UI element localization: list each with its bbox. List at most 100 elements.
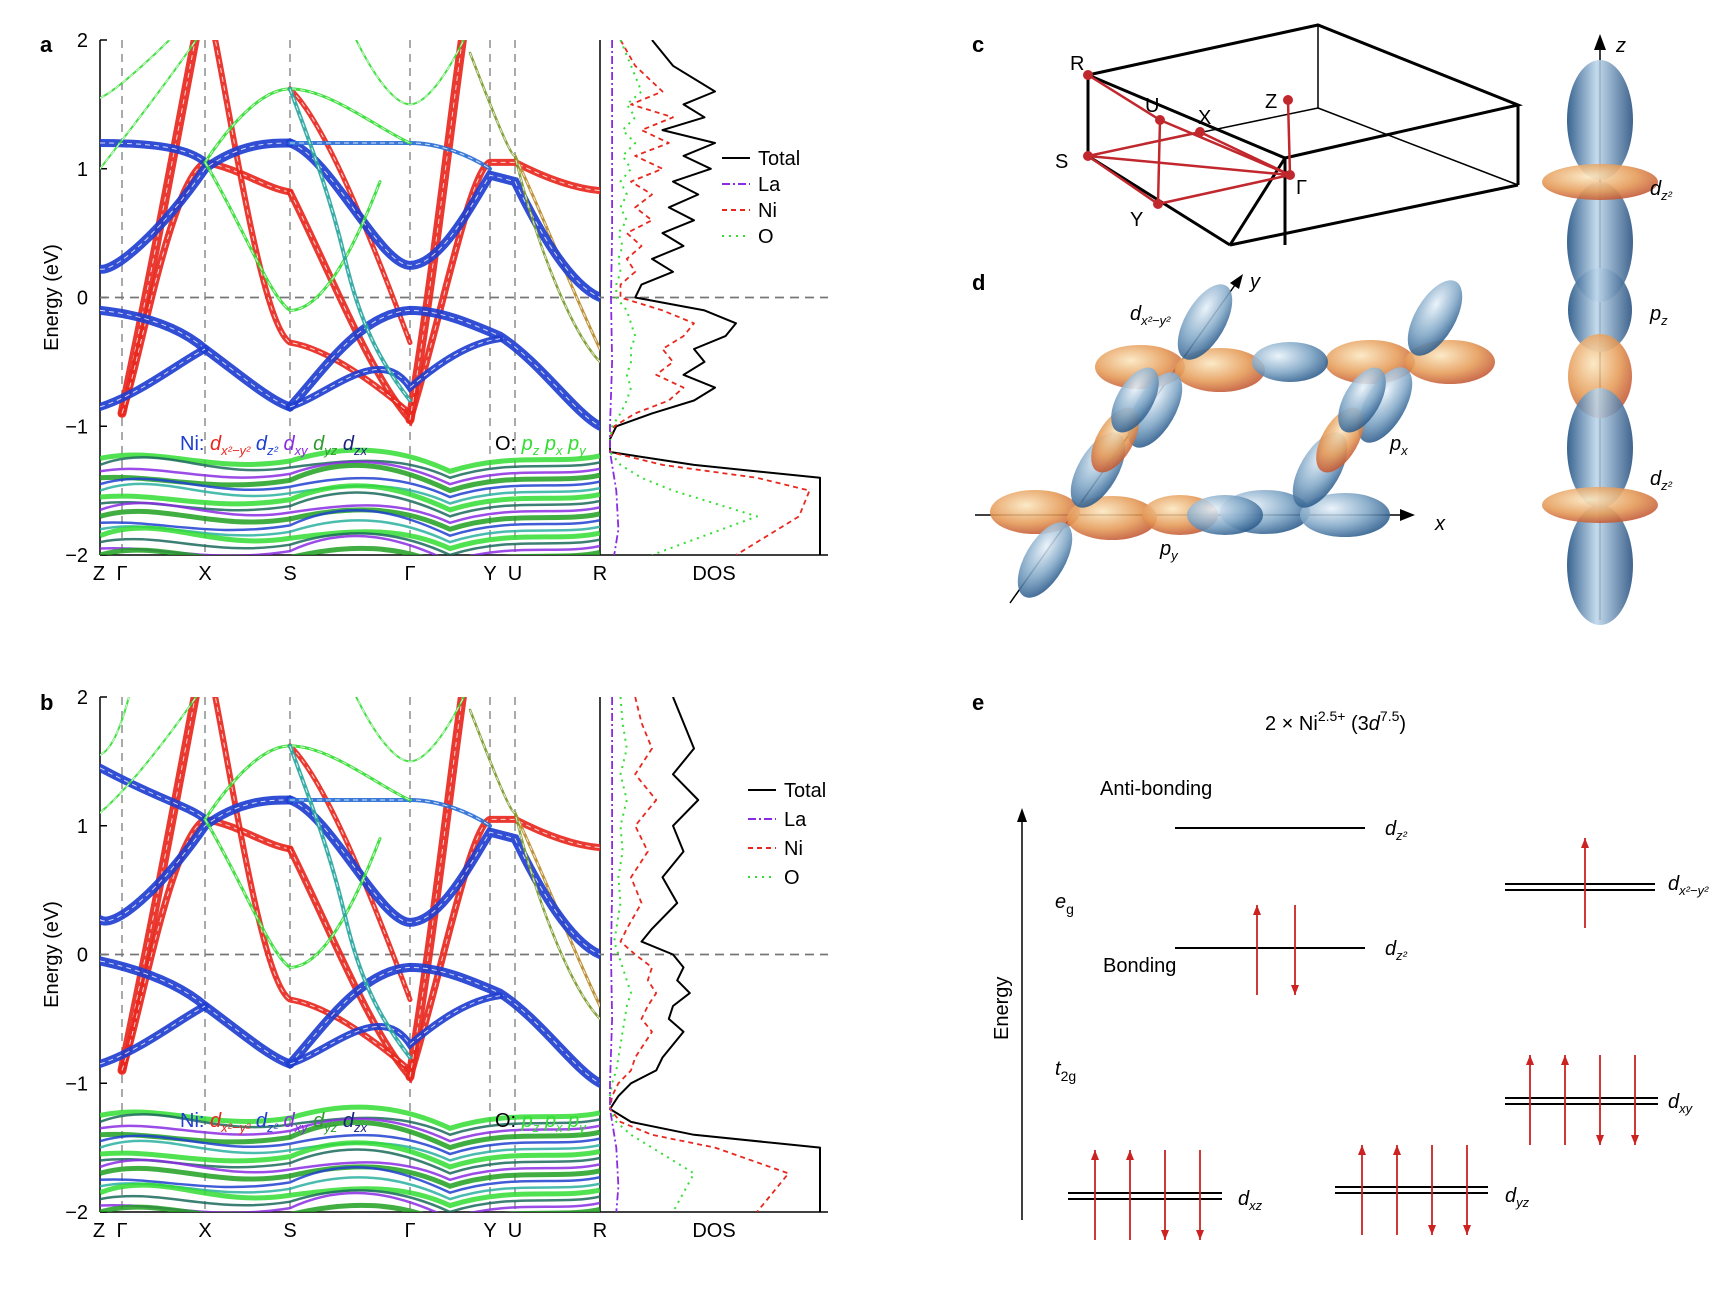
band-curve-highlight (355, 697, 465, 762)
px-lobe (1111, 367, 1159, 433)
y-tick-label: 0 (77, 288, 88, 310)
band-curve-highlight (100, 697, 197, 814)
band-curve (285, 305, 600, 431)
legend-label: Total (758, 148, 800, 170)
band-curve-highlight (355, 40, 465, 105)
k-point-label: R (593, 563, 607, 585)
k-point-label: Y (483, 1220, 496, 1242)
band-curve-highlight (289, 338, 501, 408)
electron-down (1161, 1150, 1169, 1240)
px-lobe (1252, 342, 1328, 382)
band-curve-highlight (204, 88, 411, 163)
dz2-lobe (1567, 388, 1633, 508)
k-point-label: R (593, 1220, 607, 1242)
band-curve (117, 697, 200, 1075)
electron-up (1581, 838, 1589, 928)
band-curve-highlight (204, 162, 381, 311)
band-curve-highlight (289, 966, 600, 1084)
electron-down (1596, 1055, 1604, 1145)
band-curve-highlight (469, 52, 600, 363)
band-curve-highlight (409, 40, 463, 420)
y-tick-label: −1 (65, 416, 88, 438)
x-axis-label: x (1434, 513, 1446, 535)
k-point-label: Γ (404, 563, 415, 585)
band-curve-highlight (289, 309, 600, 427)
legend-label: La (784, 809, 807, 831)
band-curve-highlight (469, 709, 600, 1020)
anti-bonding-label: Anti-bonding (1100, 778, 1212, 800)
k-point-label: S (283, 1220, 296, 1242)
band-curve-highlight (289, 745, 411, 1000)
band-curve (100, 1140, 600, 1170)
orbital-legend-o: O: pz px py (495, 433, 587, 458)
band-curve (100, 545, 600, 555)
y-axis-label: Energy (eV) (41, 901, 63, 1008)
pz-label: pz (1649, 303, 1668, 328)
dxz-level-label: dxz (1238, 1188, 1263, 1213)
band-curve-highlight (289, 818, 600, 1078)
dos-curves (609, 697, 821, 1212)
band-curve-highlight (100, 142, 291, 270)
dx2y2-lobe (1177, 284, 1233, 360)
energy-axis-label: Energy (991, 977, 1013, 1040)
dz2-lobe (1567, 505, 1633, 625)
band-curve (100, 525, 600, 552)
bz-label-Gamma: Γ (1296, 177, 1307, 199)
y-tick-label: 1 (77, 159, 88, 181)
bz-kpath (1087, 73, 1292, 206)
k-point-label: U (508, 1220, 522, 1242)
dos-axis-label: DOS (692, 563, 735, 585)
y-tick-label: 1 (77, 816, 88, 838)
band-curve (288, 743, 412, 1060)
band-curves (100, 40, 600, 555)
legend-label: La (758, 174, 781, 196)
dz2-lobe (1567, 60, 1633, 180)
electron-up (1358, 1145, 1366, 1235)
band-curve (100, 1158, 600, 1182)
k-point-label: Γ (116, 1220, 127, 1242)
band-curve-highlight (204, 819, 381, 968)
band-curve-highlight (289, 88, 411, 343)
electron-up (1526, 1055, 1534, 1145)
band-curve-highlight (100, 767, 206, 820)
dos-curves (609, 40, 821, 555)
dz2-torus (1542, 164, 1658, 200)
y-tick-label: −1 (65, 1073, 88, 1095)
dx2y2-lobe (1017, 522, 1073, 598)
z-axis-label: z (1615, 35, 1626, 57)
dxy-level-label: dxy (1668, 1091, 1694, 1116)
k-point-label: Γ (116, 563, 127, 585)
k-point-label: X (198, 1220, 211, 1242)
band-curve (100, 1189, 600, 1212)
k-point-label: Z (93, 1220, 105, 1242)
bz-points (1083, 70, 1295, 209)
band-curve (288, 86, 412, 403)
band-curve-highlight (289, 745, 411, 1058)
dz2-label-top: dz² (1650, 178, 1673, 203)
level-diagram-title: 2 × Ni2.5+ (3d7.5) (1265, 708, 1406, 735)
electron-up (1561, 1055, 1569, 1145)
band-curve (468, 51, 600, 364)
dz2-torus (1542, 487, 1658, 523)
orbital-column: z dz² pz dz² (1542, 34, 1673, 625)
dz2-antibonding-label: dz² (1385, 818, 1408, 843)
eg-label: eg (1055, 891, 1074, 917)
dos-series-la (609, 697, 620, 1212)
k-point-label: S (283, 563, 296, 585)
dz2-bonding-label: dz² (1385, 938, 1408, 963)
band-curve-highlight (289, 142, 600, 298)
band-curve (100, 501, 600, 525)
band-curve-highlight (121, 818, 291, 1071)
legend-label: O (758, 226, 774, 248)
px-lobe (1338, 367, 1386, 433)
k-point-label: Z (93, 563, 105, 585)
band-curve (468, 708, 600, 1021)
bz-label-R: R (1070, 53, 1084, 75)
legend-label: Ni (784, 838, 803, 860)
band-curve-highlight (121, 40, 196, 414)
band-curve-highlight (100, 348, 206, 408)
bz-label-S: S (1055, 151, 1068, 173)
band-curve (100, 138, 295, 274)
k-point-label: U (508, 563, 522, 585)
